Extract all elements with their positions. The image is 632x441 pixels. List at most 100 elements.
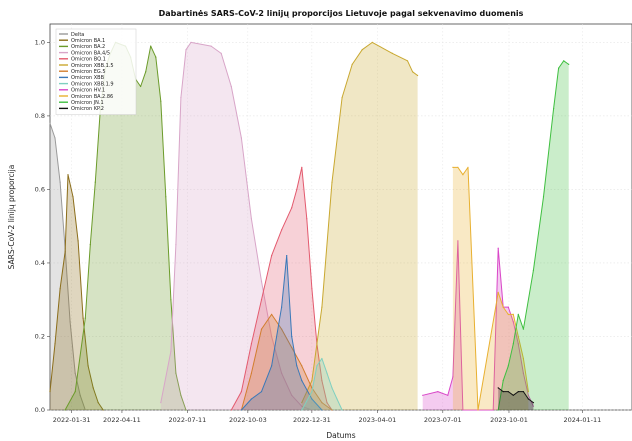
data-point bbox=[72, 196, 74, 198]
data-point bbox=[512, 394, 514, 396]
data-point bbox=[321, 402, 323, 404]
series-line-omicron-ba-2-86 bbox=[452, 166, 529, 411]
data-point bbox=[331, 409, 333, 411]
axis-layer: 0.0 0.2 0.4 0.6 0.8 1.0 2022-01-31 2022-04-11 20… bbox=[35, 38, 602, 424]
data-point bbox=[49, 122, 51, 124]
data-point bbox=[67, 174, 69, 176]
legend-label: Omicron XBB.1.5 bbox=[71, 63, 114, 69]
chart-title: Dabartinės SARS-CoV-2 linijų proporcijos… bbox=[159, 9, 524, 18]
data-point bbox=[97, 402, 99, 404]
series-omicron-jn-1 bbox=[497, 60, 570, 411]
data-point bbox=[170, 350, 172, 352]
y-tick-label: 0.4 bbox=[35, 259, 45, 267]
legend-label: Omicron XBB bbox=[71, 75, 105, 81]
series-line-delta bbox=[49, 123, 86, 411]
data-point bbox=[311, 380, 313, 382]
data-point bbox=[271, 365, 273, 367]
data-point bbox=[542, 196, 545, 198]
data-point bbox=[260, 299, 263, 301]
data-point bbox=[517, 313, 519, 315]
data-point bbox=[406, 60, 409, 62]
data-point bbox=[336, 398, 338, 400]
data-point bbox=[447, 394, 449, 396]
series-omicron-ba-2-86 bbox=[452, 166, 530, 411]
series-area-omicron-xbb bbox=[241, 255, 322, 410]
data-point bbox=[477, 409, 479, 411]
data-point bbox=[517, 335, 519, 338]
series-line-omicron-xbb-1-9 bbox=[301, 358, 343, 411]
data-point bbox=[250, 398, 252, 400]
data-point bbox=[301, 365, 303, 367]
data-point bbox=[296, 188, 298, 190]
data-point bbox=[316, 365, 318, 367]
data-point bbox=[260, 391, 263, 393]
data-point bbox=[502, 306, 504, 308]
data-point bbox=[260, 328, 263, 330]
data-point bbox=[185, 409, 187, 411]
data-point bbox=[331, 181, 333, 183]
grid-layer bbox=[50, 24, 632, 411]
data-point bbox=[89, 244, 91, 246]
data-point bbox=[532, 405, 535, 407]
data-point bbox=[522, 328, 525, 330]
series-layer bbox=[49, 41, 570, 411]
data-point bbox=[77, 240, 79, 242]
data-point bbox=[457, 240, 459, 242]
data-point bbox=[341, 96, 343, 99]
data-point bbox=[250, 218, 252, 220]
legend-label: Delta bbox=[71, 32, 84, 38]
data-point bbox=[361, 49, 363, 51]
data-point bbox=[492, 409, 494, 411]
y-tick-label: 1.0 bbox=[35, 38, 45, 46]
data-point bbox=[64, 409, 66, 411]
data-point bbox=[271, 313, 273, 315]
data-point bbox=[79, 394, 81, 396]
data-point bbox=[558, 67, 560, 69]
series-area-omicron-jn-1 bbox=[498, 60, 569, 411]
data-point bbox=[180, 394, 182, 396]
data-point bbox=[497, 387, 499, 389]
data-point bbox=[291, 335, 293, 338]
data-point bbox=[301, 166, 303, 168]
data-point bbox=[84, 409, 86, 411]
data-point bbox=[49, 391, 51, 393]
data-point bbox=[326, 372, 328, 374]
series-area-omicron-xbb-1-9 bbox=[301, 358, 343, 410]
data-point bbox=[507, 313, 509, 315]
data-point bbox=[311, 391, 313, 393]
legend-label: Omicron KP.2 bbox=[71, 106, 104, 112]
data-point bbox=[321, 306, 323, 308]
data-point bbox=[296, 365, 298, 367]
data-point bbox=[165, 196, 167, 198]
data-point bbox=[240, 409, 242, 411]
data-point bbox=[532, 402, 535, 404]
data-point bbox=[532, 269, 535, 271]
data-point bbox=[311, 288, 313, 290]
x-axis-title: Datums bbox=[326, 431, 355, 440]
series-delta bbox=[49, 122, 86, 411]
data-point bbox=[185, 49, 187, 51]
data-point bbox=[497, 247, 499, 249]
series-area-omicron-ba-1 bbox=[50, 174, 104, 410]
data-point bbox=[250, 372, 252, 374]
data-point bbox=[59, 181, 61, 183]
data-point bbox=[291, 346, 293, 349]
series-omicron-ba-4-5 bbox=[160, 41, 313, 411]
data-point bbox=[507, 306, 509, 308]
series-omicron-ba-1 bbox=[49, 174, 104, 411]
data-point bbox=[517, 343, 519, 345]
series-omicron-xbb bbox=[240, 255, 323, 411]
data-point bbox=[92, 387, 94, 389]
data-point bbox=[160, 402, 162, 404]
data-point bbox=[74, 372, 76, 374]
data-point bbox=[437, 391, 439, 393]
data-point bbox=[301, 409, 303, 411]
data-point bbox=[417, 74, 419, 77]
series-omicron-hv-1 bbox=[422, 240, 535, 411]
data-point bbox=[281, 229, 283, 231]
series-area-delta bbox=[50, 123, 86, 411]
y-tick-label: 0.8 bbox=[35, 112, 45, 120]
data-point bbox=[69, 321, 71, 323]
series-area-omicron-ba-2-86 bbox=[452, 167, 529, 410]
